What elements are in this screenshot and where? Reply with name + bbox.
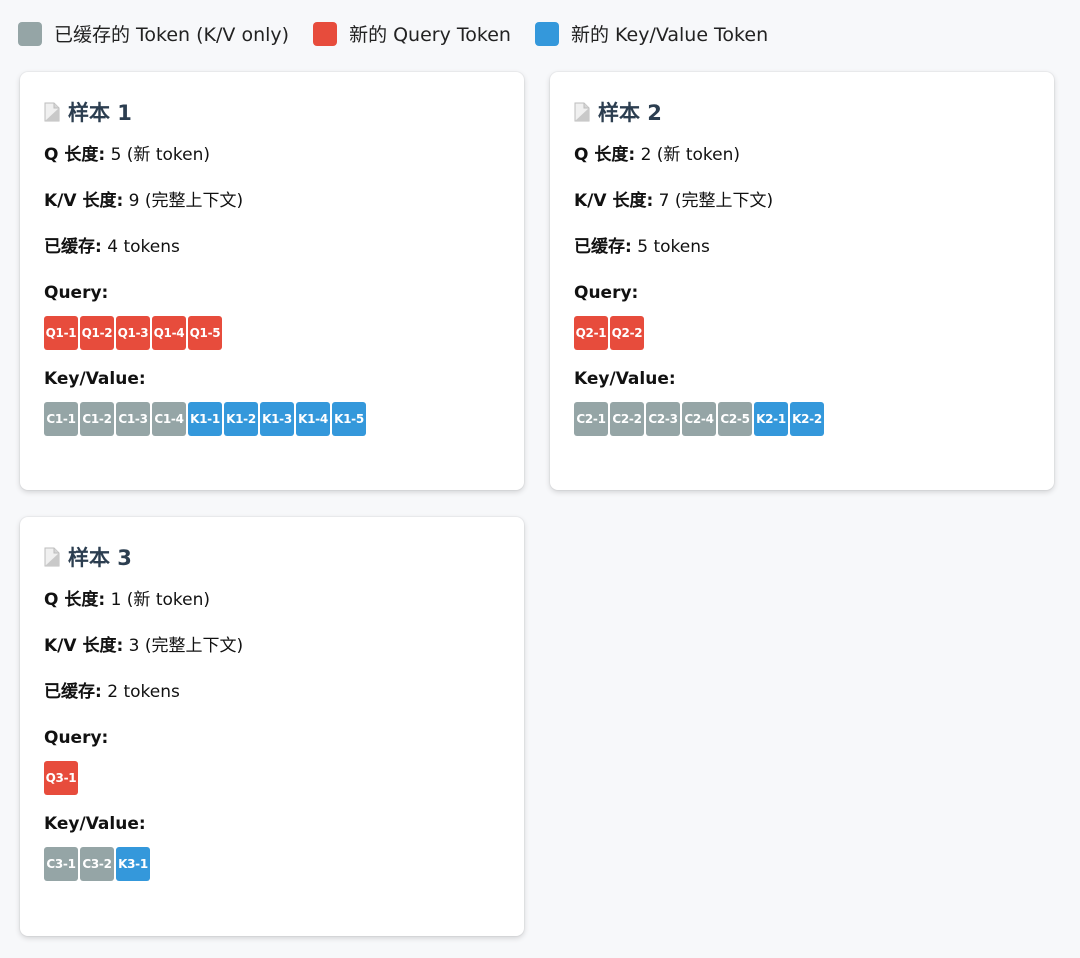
kv-token: K1-1	[188, 402, 222, 436]
cached-token: C1-2	[80, 402, 114, 436]
query-token: Q3-1	[44, 761, 78, 795]
kv-length-value: 7 (完整上下文)	[658, 191, 774, 211]
query-tokens: Q2-1 Q2-2	[574, 316, 1030, 350]
query-token: Q1-2	[80, 316, 114, 350]
q-length-label: Q 长度:	[574, 145, 636, 165]
legend-label-kv: 新的 Key/Value Token	[570, 24, 769, 46]
legend-swatch-cached	[18, 21, 42, 46]
sample-title: 样本 3	[44, 541, 500, 573]
document-icon	[44, 547, 60, 567]
kv-length-value: 9 (完整上下文)	[128, 191, 244, 211]
query-token: Q2-1	[574, 316, 608, 350]
legend-label-cached: 已缓存的 Token (K/V only)	[54, 24, 290, 46]
legend-item-query: 新的 Query Token	[313, 20, 511, 47]
q-length-row: Q 长度: 5 (新 token)	[44, 144, 500, 166]
key-value-tokens: C3-1 C3-2 K3-1	[44, 847, 500, 881]
cached-value: 2 tokens	[107, 682, 180, 702]
cached-row: 已缓存: 5 tokens	[574, 236, 1030, 258]
cached-token: C2-5	[718, 402, 752, 436]
query-token: Q2-2	[610, 316, 644, 350]
kv-length-value: 3 (完整上下文)	[128, 636, 244, 656]
key-value-label: Key/Value:	[44, 814, 146, 834]
legend: 已缓存的 Token (K/V only) 新的 Query Token 新的 …	[18, 20, 768, 47]
cached-row: 已缓存: 4 tokens	[44, 236, 500, 258]
key-value-tokens: C1-1 C1-2 C1-3 C1-4 K1-1 K1-2 K1-3 K1-4 K1-5	[44, 402, 500, 436]
sample-title: 样本 1	[44, 96, 500, 128]
kv-token: K2-2	[790, 402, 824, 436]
key-value-label: Key/Value:	[574, 369, 676, 389]
sample-card-1: 样本 1 Q 长度: 5 (新 token) K/V 长度: 9 (完整上下文)…	[20, 72, 524, 490]
cached-token: C2-4	[682, 402, 716, 436]
cached-token: C2-1	[574, 402, 608, 436]
cached-token: C1-1	[44, 402, 78, 436]
cached-token: C1-4	[152, 402, 186, 436]
sample-card-3: 样本 3 Q 长度: 1 (新 token) K/V 长度: 3 (完整上下文)…	[20, 517, 524, 936]
kv-token: K3-1	[116, 847, 150, 881]
kv-token: K1-4	[296, 402, 330, 436]
kv-token: K2-1	[754, 402, 788, 436]
query-label: Query:	[44, 728, 109, 748]
kv-token: K1-2	[224, 402, 258, 436]
cached-label: 已缓存:	[44, 682, 102, 702]
query-tokens: Q3-1	[44, 761, 500, 795]
sample-card-2: 样本 2 Q 长度: 2 (新 token) K/V 长度: 7 (完整上下文)…	[550, 72, 1054, 490]
cached-value: 5 tokens	[637, 237, 710, 257]
q-length-value: 2 (新 token)	[640, 145, 741, 165]
sample-title-text: 样本 3	[68, 546, 132, 570]
kv-length-label: K/V 长度:	[574, 191, 654, 211]
kv-token: K1-5	[332, 402, 366, 436]
legend-swatch-kv	[534, 21, 559, 46]
q-length-label: Q 长度:	[44, 145, 106, 165]
query-token: Q1-3	[116, 316, 150, 350]
sample-title: 样本 2	[574, 96, 1030, 128]
kv-length-row: K/V 长度: 3 (完整上下文)	[44, 635, 500, 657]
query-tokens: Q1-1 Q1-2 Q1-3 Q1-4 Q1-5	[44, 316, 500, 350]
cached-label: 已缓存:	[574, 237, 632, 257]
query-token: Q1-1	[44, 316, 78, 350]
legend-item-cached: 已缓存的 Token (K/V only)	[18, 20, 289, 47]
kv-length-row: K/V 长度: 9 (完整上下文)	[44, 190, 500, 212]
sample-title-text: 样本 1	[68, 101, 132, 125]
document-icon	[44, 102, 60, 122]
cached-token: C1-3	[116, 402, 150, 436]
query-label: Query:	[44, 283, 109, 303]
cached-token: C2-2	[610, 402, 644, 436]
q-length-row: Q 长度: 1 (新 token)	[44, 589, 500, 611]
cached-row: 已缓存: 2 tokens	[44, 681, 500, 703]
kv-length-label: K/V 长度:	[44, 636, 124, 656]
kv-length-row: K/V 长度: 7 (完整上下文)	[574, 190, 1030, 212]
document-icon	[574, 102, 590, 122]
legend-label-query: 新的 Query Token	[349, 24, 511, 46]
cached-token: C3-2	[80, 847, 114, 881]
query-token: Q1-4	[152, 316, 186, 350]
q-length-value: 5 (新 token)	[110, 145, 211, 165]
q-length-label: Q 长度:	[44, 590, 106, 610]
kv-length-label: K/V 长度:	[44, 191, 124, 211]
q-length-value: 1 (新 token)	[110, 590, 211, 610]
legend-swatch-query	[313, 21, 338, 46]
cached-token: C3-1	[44, 847, 78, 881]
key-value-tokens: C2-1 C2-2 C2-3 C2-4 C2-5 K2-1 K2-2	[574, 402, 1030, 436]
key-value-label: Key/Value:	[44, 369, 146, 389]
query-token: Q1-5	[188, 316, 222, 350]
q-length-row: Q 长度: 2 (新 token)	[574, 144, 1030, 166]
cached-label: 已缓存:	[44, 237, 102, 257]
kv-token: K1-3	[260, 402, 294, 436]
query-label: Query:	[574, 283, 639, 303]
legend-item-kv: 新的 Key/Value Token	[534, 20, 769, 47]
cached-value: 4 tokens	[107, 237, 180, 257]
cached-token: C2-3	[646, 402, 680, 436]
sample-title-text: 样本 2	[598, 101, 662, 125]
